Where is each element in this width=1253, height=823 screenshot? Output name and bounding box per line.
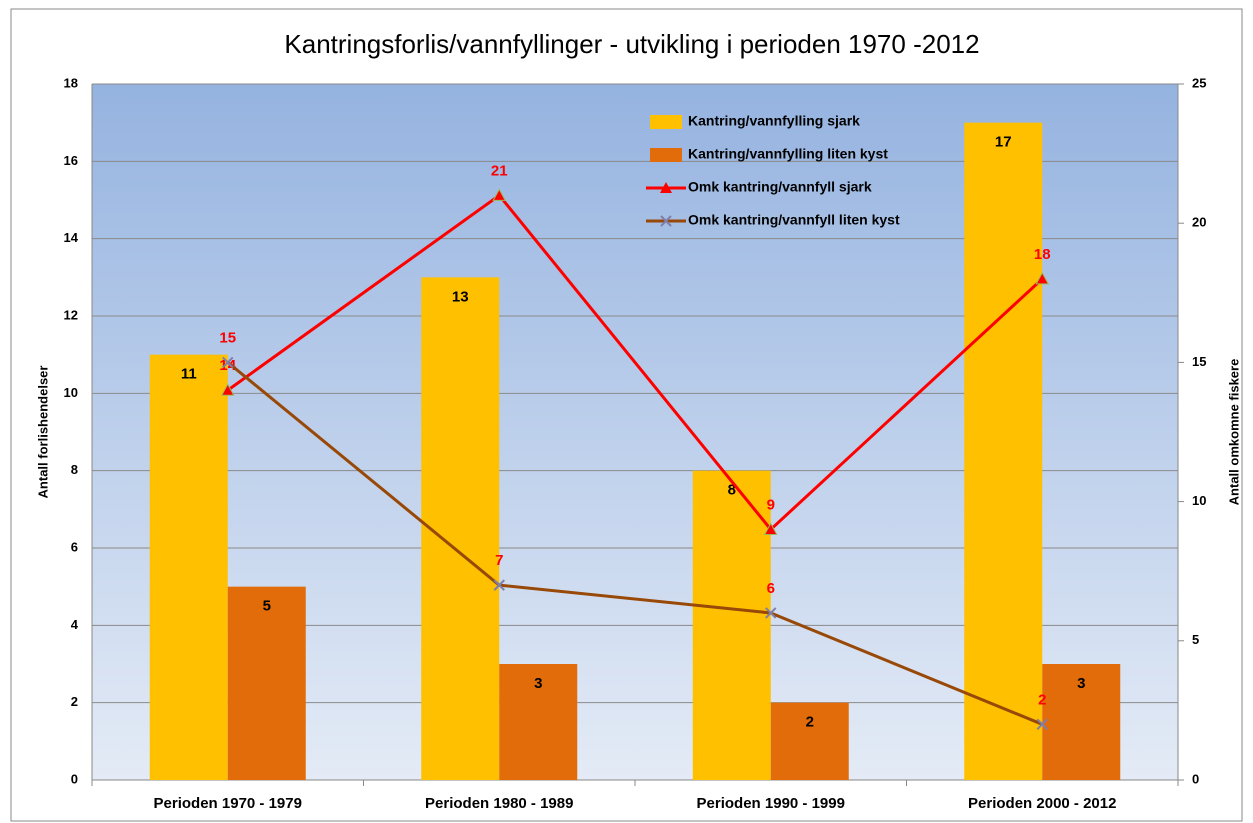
x-tick-label: Perioden 1980 - 1989 [425,795,573,812]
data-label: 5 [263,598,271,615]
data-label: 2 [806,714,814,731]
marker [1035,271,1050,285]
y-tick-label: 12 [64,307,78,322]
data-label: 3 [1077,675,1085,692]
bar [1042,664,1121,780]
data-label: 7 [495,552,503,569]
data-label: 18 [1034,246,1051,263]
legend-label: Omk kantring/vannfyll sjark [688,179,872,195]
y-tick-label: 0 [71,771,78,786]
data-label: 17 [995,134,1012,151]
data-label: 3 [534,675,542,692]
bar [149,354,228,780]
marker [1036,718,1048,731]
data-label: 11 [181,366,197,383]
bar [964,122,1043,780]
marker [765,607,777,619]
marker [492,188,507,201]
y2-tick-label: 0 [1192,771,1199,786]
data-label: 6 [767,580,775,597]
legend-label: Kantring/vannfylling sjark [688,113,860,129]
y-axis-title: Antall forlishendelser [35,366,50,499]
marker [763,522,778,535]
y-tick-label: 2 [71,694,78,709]
line [226,193,1044,532]
y2-tick-label: 10 [1192,493,1206,508]
legend-swatch [650,115,682,129]
marker [220,383,235,396]
data-label: 2 [1038,691,1046,708]
legend-label: Omk kantring/vannfyll liten kyst [688,212,900,228]
y-tick-label: 4 [71,617,79,632]
x-tick-label: Perioden 1990 - 1999 [697,795,845,812]
y-tick-label: 16 [64,153,78,168]
y2-tick-label: 5 [1192,632,1199,647]
bar [770,702,849,780]
bar [499,664,578,780]
legend-swatch [650,148,682,162]
legend-marker [660,182,672,193]
chart-title: Kantringsforlis/vannfyllinger - utviklin… [284,29,979,59]
y2-axis-title: Antall omkomne fiskere [1226,359,1241,506]
bar [227,586,306,780]
y-tick-label: 8 [71,462,78,477]
data-label: 9 [767,496,775,513]
bar [692,470,771,780]
y-tick-label: 14 [64,230,79,245]
y-tick-label: 18 [64,75,78,90]
x-tick-label: Perioden 1970 - 1979 [154,795,302,812]
bar [421,277,500,780]
y-tick-label: 6 [71,539,78,554]
marker [222,356,234,369]
data-label: 8 [728,482,736,499]
data-label: 21 [491,162,508,179]
line [226,361,1043,726]
y2-tick-label: 20 [1192,215,1206,230]
marker [493,579,505,591]
data-label: 14 [219,357,236,374]
data-label: 13 [452,288,469,305]
legend-marker [660,215,672,227]
data-label: 15 [219,329,236,346]
legend-label: Kantring/vannfylling liten kyst [688,146,888,162]
y-tick-label: 10 [64,385,78,400]
y2-tick-label: 25 [1192,75,1206,90]
y2-tick-label: 15 [1192,354,1206,369]
x-tick-label: Perioden 2000 - 2012 [968,795,1116,812]
